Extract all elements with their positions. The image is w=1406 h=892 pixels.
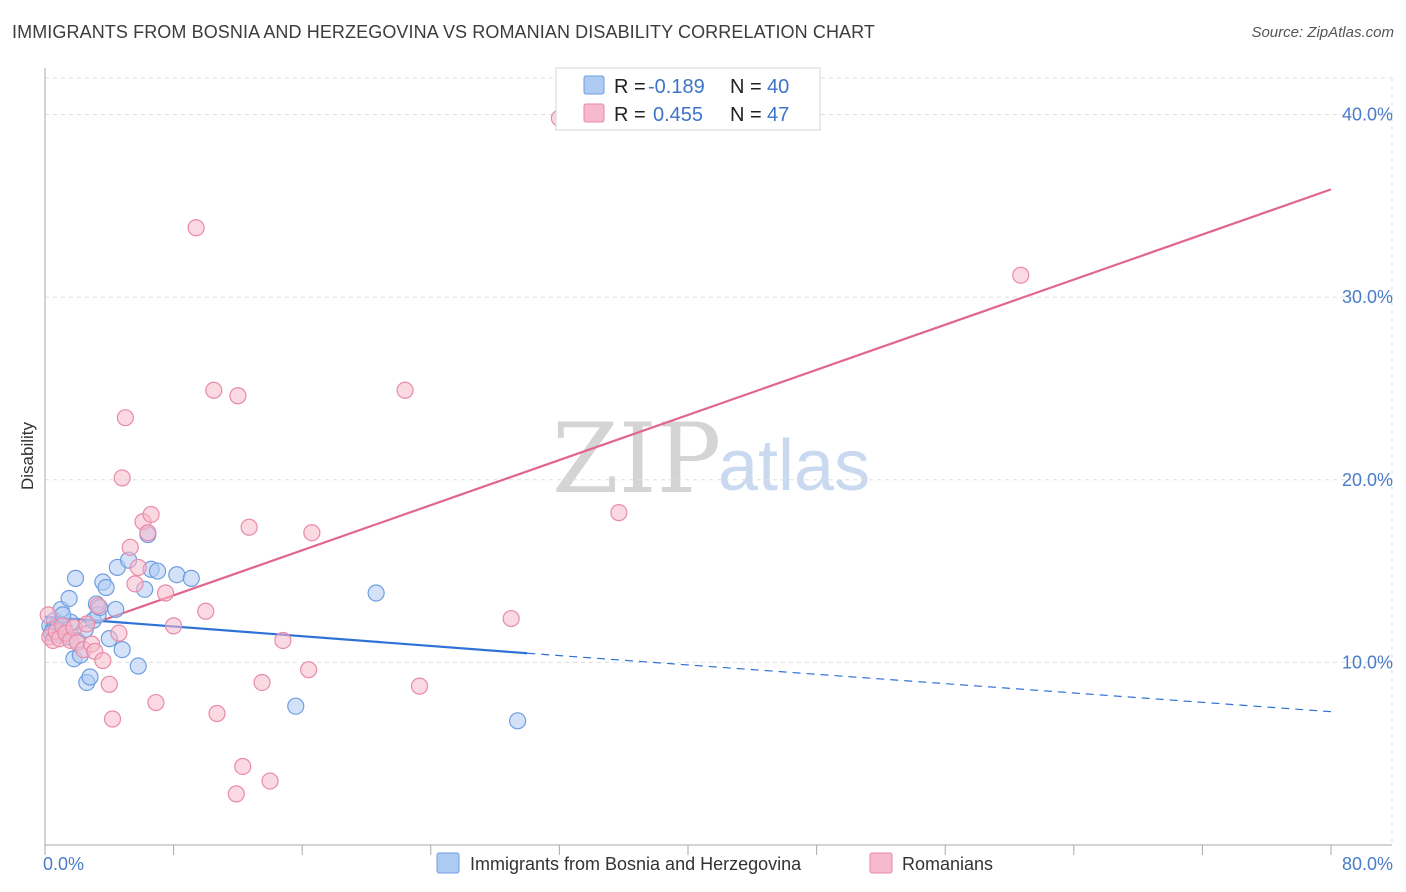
point-blue [113, 640, 131, 659]
point-pink [110, 624, 128, 642]
axes [44, 68, 1392, 855]
point-pink [1012, 266, 1030, 284]
point-pink [89, 597, 107, 615]
tick-labels: 10.0% 20.0% 30.0% 40.0% 0.0% 80.0% [43, 105, 1393, 874]
point-blue [97, 578, 115, 597]
point-pink [205, 381, 223, 399]
point-pink [240, 518, 258, 536]
point-pink [396, 381, 414, 399]
point-pink [142, 505, 160, 524]
point-pink [187, 219, 205, 237]
watermark-zip: ZIP [552, 403, 721, 515]
legend-n-value-1: 40 [767, 76, 789, 98]
y-tick-label: 40.0% [1342, 105, 1393, 125]
legend-n-value-2: 47 [767, 104, 789, 126]
point-blue [60, 589, 78, 608]
point-blue [148, 562, 167, 580]
point-blue [509, 712, 527, 730]
legend-n-label-2: N = [730, 104, 762, 126]
point-pink [610, 504, 628, 522]
watermark-atlas: atlas [718, 426, 870, 506]
legend-n-label-1: N = [730, 76, 762, 98]
point-pink [126, 575, 144, 593]
legend-swatch-pink [583, 103, 605, 123]
point-blue [81, 668, 99, 686]
point-pink [116, 409, 134, 427]
point-pink [147, 693, 165, 712]
point-pink [129, 558, 147, 577]
point-blue [287, 697, 305, 715]
point-pink [39, 606, 57, 624]
data-points [39, 109, 1030, 803]
source-label: Source: ZipAtlas.com [1251, 24, 1394, 41]
series-legend: Immigrants from Bosnia and Herzegovina R… [436, 852, 993, 874]
point-pink [208, 704, 226, 723]
point-pink [227, 785, 245, 803]
x-tick-label-min: 0.0% [43, 854, 84, 874]
point-pink [261, 772, 279, 790]
point-pink [253, 673, 271, 692]
point-pink [100, 675, 118, 693]
y-tick-label: 30.0% [1342, 287, 1393, 307]
y-tick-label: 20.0% [1342, 470, 1393, 490]
point-pink [410, 677, 429, 695]
point-pink [156, 584, 175, 602]
point-blue [168, 566, 186, 584]
chart-title: IMMIGRANTS FROM BOSNIA AND HERZEGOVINA V… [12, 22, 876, 42]
point-blue [107, 600, 125, 619]
series-legend-label-blue: Immigrants from Bosnia and Herzegovina [470, 854, 802, 874]
point-pink [502, 609, 520, 628]
legend-swatch-blue [583, 75, 605, 95]
point-pink [113, 469, 131, 487]
series-legend-swatch-pink [869, 852, 893, 874]
series-legend-label-pink: Romanians [902, 854, 993, 874]
y-axis-label: Disability [18, 421, 37, 490]
trend-line-pink [44, 188, 1332, 642]
point-blue [367, 584, 385, 602]
point-pink [121, 538, 139, 556]
legend-r-label-2: R = [614, 104, 646, 126]
legend-r-value-2: 0.455 [653, 104, 703, 126]
point-pink [303, 524, 321, 542]
stats-legend: R = -0.189 N = 40 R = 0.455 N = 47 [555, 67, 821, 131]
point-pink [229, 387, 247, 405]
legend-r-label-1: R = [614, 76, 646, 98]
point-pink [165, 617, 183, 635]
point-pink [300, 661, 318, 679]
point-blue [129, 657, 147, 675]
legend-r-value-1: -0.189 [648, 76, 705, 98]
point-pink [78, 615, 96, 633]
point-blue [66, 569, 85, 587]
point-pink [103, 710, 122, 728]
point-blue [182, 569, 200, 587]
point-pink [234, 757, 252, 776]
point-pink [197, 602, 215, 620]
y-tick-label: 10.0% [1342, 652, 1393, 672]
point-pink [139, 524, 157, 542]
x-tick-label-max: 80.0% [1342, 854, 1393, 874]
point-pink [94, 651, 112, 670]
series-legend-swatch-blue [436, 852, 460, 874]
point-pink [274, 631, 292, 650]
